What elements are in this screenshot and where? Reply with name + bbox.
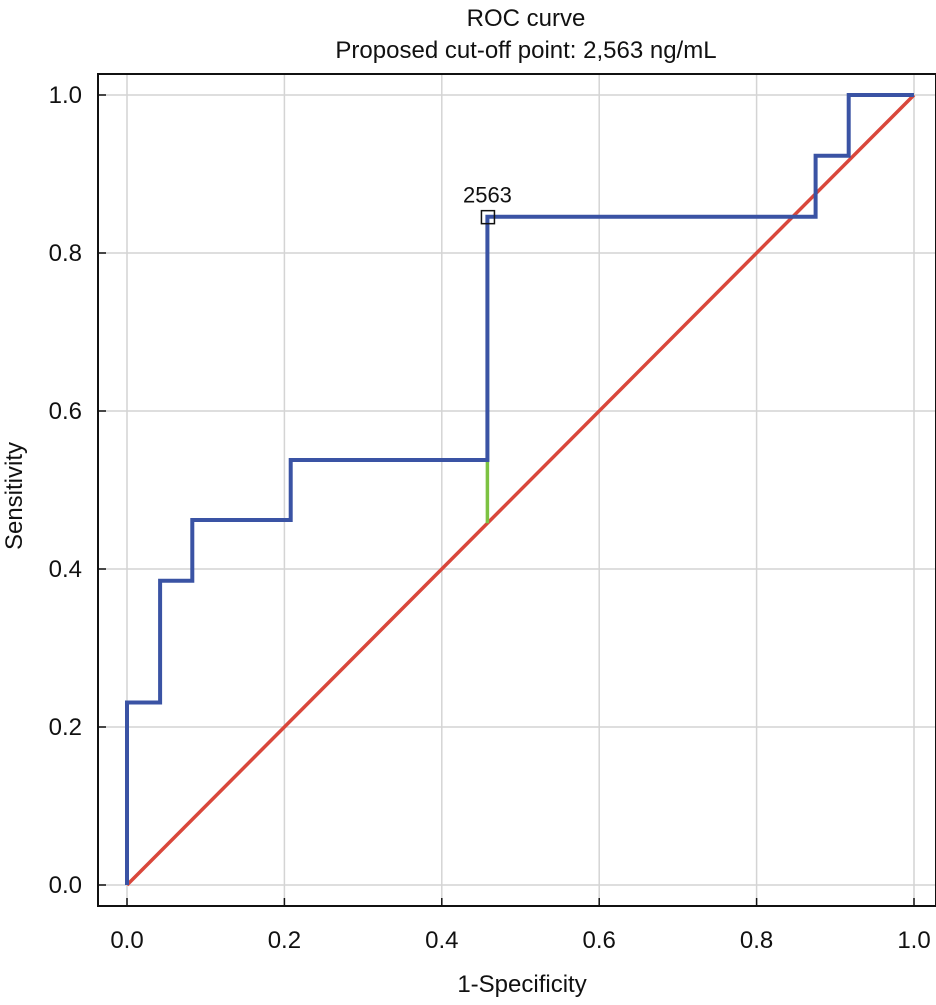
- series-layer: [125, 93, 916, 887]
- x-tick-label: 1.0: [897, 927, 930, 954]
- x-tick-label: 0.4: [425, 927, 458, 954]
- y-axis-label: Sensitivity: [1, 442, 28, 550]
- chart-subtitle: Proposed cut-off point: 2,563 ng/mL: [335, 37, 716, 64]
- x-tick-label: 0.6: [583, 927, 616, 954]
- y-tick-label: 0.2: [49, 714, 82, 741]
- y-tick-label: 0.4: [49, 556, 82, 583]
- y-tick-label: 1.0: [49, 82, 82, 109]
- cutoff-point-label: 2563: [463, 183, 512, 208]
- y-tick-label: 0.0: [49, 872, 82, 899]
- annotation-layer: 2563: [463, 183, 512, 225]
- tick-layer: 0.0 0.2 0.4 0.6 0.8 1.0 0.0 0.2 0.4 0.6 0.8 1.0: [49, 82, 931, 954]
- reference-diagonal-line: [125, 93, 916, 887]
- grid: [98, 74, 936, 906]
- x-tick-label: 0.0: [110, 927, 143, 954]
- cutoff-point-marker: [480, 209, 496, 225]
- chart-title: ROC curve: [467, 5, 586, 32]
- roc-curve-line: [125, 93, 914, 885]
- x-tick-label: 0.8: [740, 927, 773, 954]
- x-axis-label: 1-Specificity: [457, 971, 586, 998]
- y-tick-label: 0.6: [49, 398, 82, 425]
- y-tick-label: 0.8: [49, 240, 82, 267]
- x-tick-label: 0.2: [268, 927, 301, 954]
- plot-frame: [97, 73, 936, 907]
